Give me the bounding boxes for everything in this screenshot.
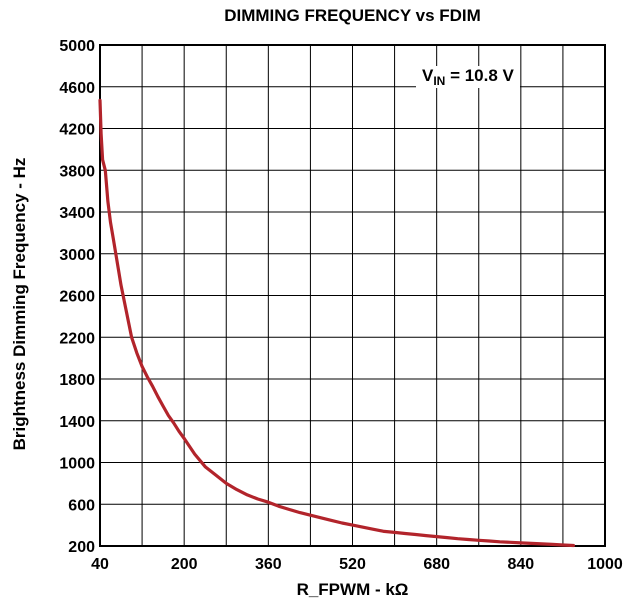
y-tick-label: 1800 — [59, 372, 95, 389]
y-tick-label: 5000 — [59, 38, 95, 55]
y-tick-label: 600 — [68, 497, 95, 514]
y-tick-label: 3800 — [59, 163, 95, 180]
annotation-prefix: V — [422, 66, 434, 85]
plot-frame — [99, 44, 606, 547]
y-tick-label: 3000 — [59, 247, 95, 264]
x-tick-label: 680 — [423, 556, 450, 573]
y-tick-labels: 200 600 1000 1400 1800 2200 2600 3000 3400 3800 42… — [59, 38, 95, 556]
y-tick-label: 200 — [68, 539, 95, 556]
grid — [99, 44, 606, 547]
y-axis-label: Brightness Dimming Frequency - Hz — [10, 157, 29, 451]
y-tick-label: 1400 — [59, 414, 95, 431]
y-tick-label: 1000 — [59, 456, 95, 473]
annotation-value: = 10.8 V — [445, 66, 514, 85]
annotation-subscript: IN — [433, 74, 446, 88]
y-tick-label: 4600 — [59, 80, 95, 97]
y-tick-label: 3400 — [59, 205, 95, 222]
y-tick-label: 2600 — [59, 289, 95, 306]
x-tick-labels: 40 200 360 520 680 840 1000 — [91, 556, 623, 573]
x-tick-label: 520 — [339, 556, 366, 573]
x-axis-label: R_FPWM - kΩ — [296, 580, 409, 599]
vin-annotation: VIN = 10.8 V — [416, 66, 520, 88]
x-tick-label: 360 — [255, 556, 282, 573]
x-tick-label: 1000 — [587, 556, 623, 573]
chart-title: DIMMING FREQUENCY vs FDIM — [224, 6, 481, 25]
series-line — [98, 98, 575, 548]
x-tick-label: 200 — [171, 556, 198, 573]
x-tick-label: 40 — [91, 556, 109, 573]
y-tick-label: 4200 — [59, 122, 95, 139]
x-tick-label: 840 — [507, 556, 534, 573]
y-tick-label: 2200 — [59, 330, 95, 347]
